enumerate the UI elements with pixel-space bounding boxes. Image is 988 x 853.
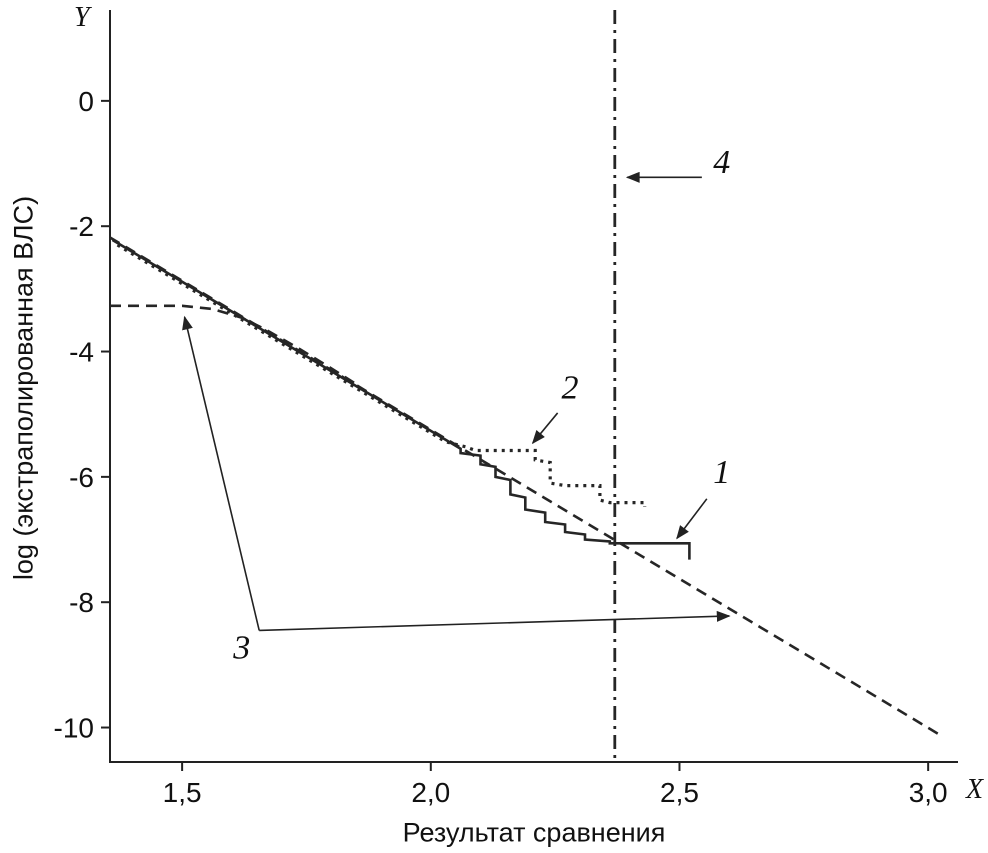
annotation-arrow-3 <box>259 610 731 632</box>
y-tick-label: -6 <box>69 462 94 493</box>
annotation-arrow-1 <box>676 498 708 540</box>
y-tick-label: -10 <box>54 713 94 744</box>
annotation-label-3: 3 <box>232 630 250 667</box>
y-axis-title: log (экстраполированная ВЛС) <box>8 195 39 581</box>
x-axis-title: Результат сравнения <box>402 817 666 848</box>
y-tick-label: -2 <box>69 211 94 242</box>
x-tick-label: 2,5 <box>660 777 699 808</box>
axes-spines <box>109 10 958 763</box>
series-3-dashed <box>110 304 357 386</box>
x-tick-label: 2,0 <box>411 777 450 808</box>
y-tick-label: -4 <box>69 337 94 368</box>
x-corner-label: X <box>966 774 984 805</box>
y-corner-label: Y <box>74 2 90 33</box>
annotation-label-1: 1 <box>713 454 730 491</box>
annotation-arrow-3 <box>182 315 260 631</box>
y-tick-label: 0 <box>78 86 94 117</box>
annotation-label-2: 2 <box>562 370 579 407</box>
series-1-solid <box>111 238 691 560</box>
annotation-label-4: 4 <box>713 144 730 181</box>
y-tick-label: -8 <box>69 587 94 618</box>
x-tick-label: 3,0 <box>909 777 948 808</box>
x-tick-label: 1,5 <box>163 777 202 808</box>
annotation-arrow-2 <box>531 412 559 445</box>
